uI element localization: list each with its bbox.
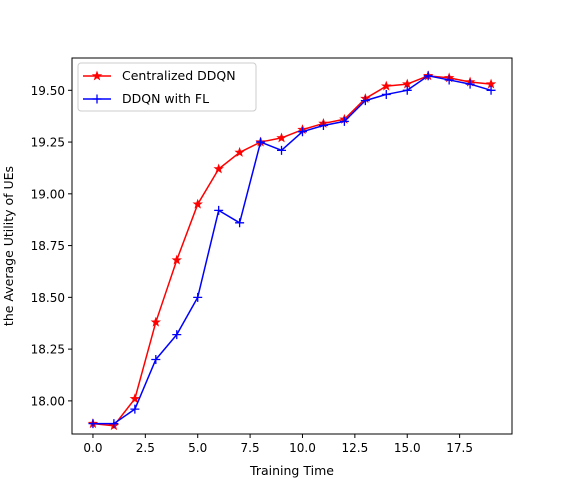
x-tick-label: 12.5 — [341, 441, 368, 455]
legend-label-centralized-ddqn: Centralized DDQN — [122, 68, 236, 83]
series-line-ddqn-with-fl — [92, 75, 492, 425]
data-point-centralized-ddqn — [129, 393, 141, 404]
data-point-ddqn-with-fl — [193, 292, 203, 302]
y-tick-label: 18.00 — [31, 394, 65, 408]
data-point-ddqn-with-fl — [423, 71, 433, 81]
legend-marker-centralized-ddqn — [91, 70, 103, 81]
data-point-ddqn-with-fl — [465, 79, 475, 89]
series-line-centralized-ddqn — [92, 75, 492, 427]
data-point-ddqn-with-fl — [297, 127, 307, 137]
y-axis: 18.00 18.25 18.50 18.75 19.00 19.25 19.50 — [31, 84, 72, 408]
data-point-ddqn-with-fl — [402, 85, 412, 95]
data-point-centralized-ddqn — [171, 254, 182, 265]
data-point-centralized-ddqn — [234, 146, 245, 157]
y-tick-label: 19.00 — [31, 187, 65, 201]
data-point-ddqn-with-fl — [88, 419, 98, 429]
data-point-ddqn-with-fl — [486, 85, 496, 95]
y-tick-label: 18.75 — [31, 239, 65, 253]
y-tick-label: 18.50 — [31, 291, 65, 305]
data-point-ddqn-with-fl — [339, 116, 349, 126]
plot-area — [72, 58, 512, 434]
data-point-ddqn-with-fl — [360, 96, 370, 106]
legend-marker-ddqn-with-fl — [92, 94, 102, 104]
data-point-ddqn-with-fl — [277, 145, 287, 155]
legend-label-ddqn-with-fl: DDQN with FL — [122, 91, 209, 106]
y-tick-label: 19.25 — [31, 136, 65, 150]
data-point-centralized-ddqn — [192, 198, 203, 209]
data-point-ddqn-with-fl — [214, 205, 224, 215]
data-point-ddqn-with-fl — [381, 89, 391, 99]
x-tick-label: 7.5 — [241, 441, 260, 455]
data-point-ddqn-with-fl — [444, 75, 454, 85]
y-tick-label: 18.25 — [31, 343, 65, 357]
data-point-ddqn-with-fl — [109, 419, 119, 429]
x-axis: 0.0 2.5 5.0 7.5 10.0 12.5 15.0 17.5 — [83, 434, 473, 455]
data-point-centralized-ddqn — [381, 80, 392, 91]
legend: Centralized DDQN DDQN with FL — [77, 62, 257, 112]
data-point-centralized-ddqn — [213, 163, 224, 174]
x-tick-label: 5.0 — [188, 441, 207, 455]
data-point-centralized-ddqn — [150, 316, 162, 327]
x-axis-label: Training Time — [249, 463, 334, 478]
y-axis-label: the Average Utility of UEs — [1, 166, 16, 326]
data-point-ddqn-with-fl — [130, 404, 140, 414]
legend-box — [77, 62, 257, 112]
y-tick-label: 19.50 — [31, 84, 65, 98]
x-tick-label: 10.0 — [289, 441, 316, 455]
x-tick-label: 2.5 — [136, 441, 155, 455]
x-tick-label: 15.0 — [394, 441, 421, 455]
data-point-centralized-ddqn — [276, 132, 287, 143]
data-point-ddqn-with-fl — [318, 120, 328, 130]
series-layer — [87, 70, 497, 431]
data-point-ddqn-with-fl — [151, 354, 161, 364]
data-point-ddqn-with-fl — [256, 137, 266, 147]
x-tick-label: 17.5 — [446, 441, 473, 455]
data-point-ddqn-with-fl — [172, 330, 182, 340]
data-point-ddqn-with-fl — [235, 218, 245, 228]
x-tick-label: 0.0 — [83, 441, 102, 455]
